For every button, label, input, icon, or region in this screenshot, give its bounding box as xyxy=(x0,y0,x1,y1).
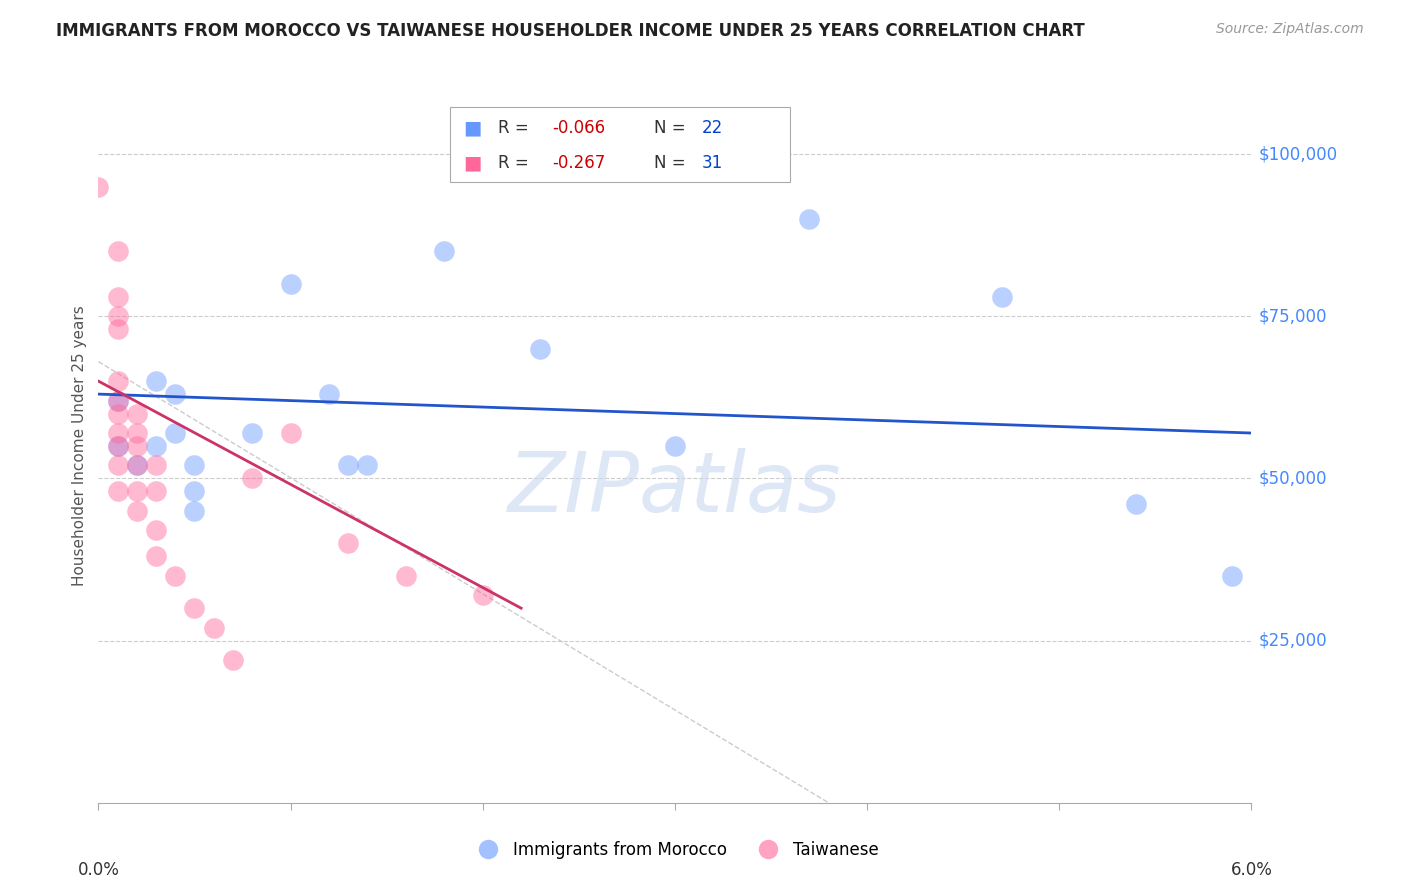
Point xyxy=(107,458,129,473)
Point xyxy=(87,179,110,194)
Text: ZIPatlas: ZIPatlas xyxy=(508,449,842,529)
Point xyxy=(145,524,167,538)
Point xyxy=(433,244,456,259)
Point xyxy=(240,425,263,440)
Point xyxy=(107,439,129,453)
Point xyxy=(356,458,378,473)
Point xyxy=(1125,497,1147,511)
Text: Source: ZipAtlas.com: Source: ZipAtlas.com xyxy=(1216,22,1364,37)
Point xyxy=(107,374,129,388)
Point xyxy=(183,458,205,473)
Point xyxy=(145,549,167,564)
Point xyxy=(107,393,129,408)
Text: $75,000: $75,000 xyxy=(1258,307,1327,326)
Point xyxy=(165,568,187,582)
Text: 6.0%: 6.0% xyxy=(1230,861,1272,880)
Point xyxy=(318,387,340,401)
Text: 0.0%: 0.0% xyxy=(77,861,120,880)
Point xyxy=(125,458,148,473)
Point xyxy=(107,310,129,324)
Text: R =: R = xyxy=(498,154,534,172)
Point xyxy=(280,277,302,291)
Point xyxy=(799,211,821,226)
Text: R =: R = xyxy=(498,119,534,137)
Point xyxy=(165,387,187,401)
Point xyxy=(165,425,187,440)
Text: 31: 31 xyxy=(702,154,723,172)
Point xyxy=(107,290,129,304)
Point xyxy=(183,504,205,518)
Point xyxy=(107,484,129,499)
Point xyxy=(107,322,129,336)
Text: N =: N = xyxy=(654,119,690,137)
Text: IMMIGRANTS FROM MOROCCO VS TAIWANESE HOUSEHOLDER INCOME UNDER 25 YEARS CORRELATI: IMMIGRANTS FROM MOROCCO VS TAIWANESE HOU… xyxy=(56,22,1085,40)
Point xyxy=(125,458,148,473)
Point xyxy=(337,536,360,550)
Point xyxy=(337,458,360,473)
Point xyxy=(107,425,129,440)
Point xyxy=(145,458,167,473)
Text: N =: N = xyxy=(654,154,690,172)
Point xyxy=(395,568,418,582)
Point xyxy=(107,244,129,259)
Point xyxy=(125,425,148,440)
Point xyxy=(1220,568,1243,582)
Point xyxy=(280,425,302,440)
Legend: Immigrants from Morocco, Taiwanese: Immigrants from Morocco, Taiwanese xyxy=(464,835,886,866)
Point xyxy=(107,439,129,453)
Y-axis label: Householder Income Under 25 years: Householder Income Under 25 years xyxy=(72,306,87,586)
Point xyxy=(471,588,494,602)
Text: -0.066: -0.066 xyxy=(553,119,605,137)
Point xyxy=(125,407,148,421)
Point xyxy=(183,601,205,615)
Point xyxy=(240,471,263,485)
Text: $50,000: $50,000 xyxy=(1258,469,1327,487)
Point xyxy=(222,653,245,667)
Text: ■: ■ xyxy=(464,119,482,137)
Point xyxy=(145,484,167,499)
Point xyxy=(145,439,167,453)
Point xyxy=(664,439,686,453)
Point xyxy=(125,504,148,518)
Point xyxy=(145,374,167,388)
Text: 22: 22 xyxy=(702,119,723,137)
Point xyxy=(202,621,225,635)
Point xyxy=(107,407,129,421)
Point xyxy=(107,393,129,408)
Point xyxy=(125,439,148,453)
Point xyxy=(183,484,205,499)
Point xyxy=(125,484,148,499)
Text: ■: ■ xyxy=(464,153,482,173)
Text: $100,000: $100,000 xyxy=(1258,145,1337,163)
Text: $25,000: $25,000 xyxy=(1258,632,1327,649)
Point xyxy=(529,342,551,356)
Point xyxy=(990,290,1012,304)
Text: -0.267: -0.267 xyxy=(553,154,606,172)
